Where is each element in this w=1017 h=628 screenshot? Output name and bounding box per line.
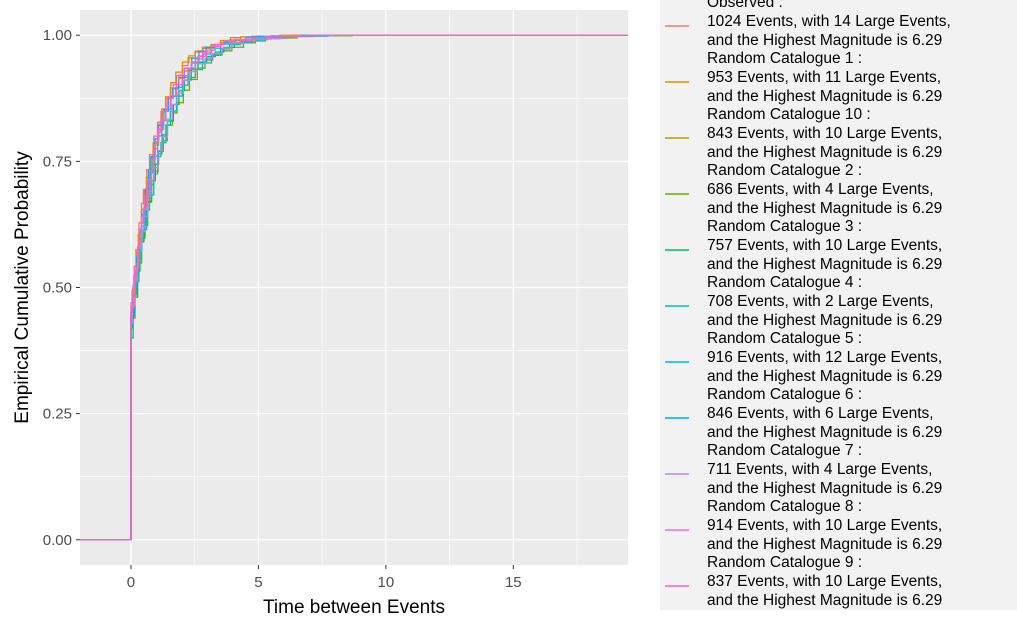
legend: Observed : 1024 Events, with 14 Large Ev… [660,0,1017,610]
x-tick-label: 0 [127,574,135,591]
legend-detail-7-line2: and the Highest Magnitude is 6.29 [707,368,942,385]
legend-label-8: Random Catalogue 6 : [707,386,862,403]
legend-background [660,0,1017,610]
legend-label-10: Random Catalogue 8 : [707,498,862,515]
y-axis-title: Empirical Cumulative Probability [12,151,33,424]
legend-label-1: Observed : [707,0,783,11]
y-tick-label: 0.25 [43,406,72,423]
legend-detail-5-line2: and the Highest Magnitude is 6.29 [707,256,942,273]
y-tick-label: 1.00 [43,27,72,44]
legend-detail-2-line1: 953 Events, with 11 Large Events, [707,69,941,86]
series-lines [80,34,628,541]
legend-label-9: Random Catalogue 7 : [707,442,862,459]
legend-detail-10-line1: 914 Events, with 10 Large Events, [707,517,942,534]
grid [80,10,628,565]
legend-detail-2-line2: and the Highest Magnitude is 6.29 [707,88,942,105]
legend-detail-11-line2: and the Highest Magnitude is 6.29 [707,592,942,609]
x-axis-title: Time between Events [263,597,445,618]
x-tick-label: 5 [254,574,262,591]
series-line-9 [80,34,628,541]
legend-detail-4-line2: and the Highest Magnitude is 6.29 [707,200,942,217]
legend-label-11: Random Catalogue 9 : [707,554,862,571]
y-tick-label: 0.75 [43,153,72,170]
axes: 0 5 10 15 0.00 0.25 0.50 0.75 1.00 [43,27,522,591]
y-tick-label: 0.00 [43,532,72,549]
x-tick-label: 10 [378,574,395,591]
legend-label-5: Random Catalogue 3 : [707,218,862,235]
legend-label-4: Random Catalogue 2 : [707,162,862,179]
legend-label-6: Random Catalogue 4 : [707,274,862,291]
legend-detail-3-line2: and the Highest Magnitude is 6.29 [707,144,942,161]
legend-detail-8-line2: and the Highest Magnitude is 6.29 [707,424,942,441]
legend-detail-9-line2: and the Highest Magnitude is 6.29 [707,480,942,497]
legend-detail-6-line1: 708 Events, with 2 Large Events, [707,293,934,310]
legend-label-7: Random Catalogue 5 : [707,330,862,347]
legend-detail-8-line1: 846 Events, with 6 Large Events, [707,405,934,422]
y-tick-label: 0.50 [43,280,72,297]
legend-label-2: Random Catalogue 1 : [707,50,862,67]
legend-detail-3-line1: 843 Events, with 10 Large Events, [707,125,942,142]
legend-detail-9-line1: 711 Events, with 4 Large Events, [707,461,932,478]
legend-detail-1-line2: and the Highest Magnitude is 6.29 [707,32,942,49]
legend-detail-5-line1: 757 Events, with 10 Large Events, [707,237,942,254]
legend-detail-4-line1: 686 Events, with 4 Large Events, [707,181,934,198]
series-line-11 [80,34,628,541]
legend-detail-10-line2: and the Highest Magnitude is 6.29 [707,536,942,553]
legend-detail-6-line2: and the Highest Magnitude is 6.29 [707,312,942,329]
legend-detail-7-line1: 916 Events, with 12 Large Events, [707,349,942,366]
legend-detail-11-line1: 837 Events, with 10 Large Events, [707,573,942,590]
x-tick-label: 15 [505,574,522,591]
legend-label-3: Random Catalogue 10 : [707,106,871,123]
legend-detail-1-line1: 1024 Events, with 14 Large Events, [707,13,951,30]
